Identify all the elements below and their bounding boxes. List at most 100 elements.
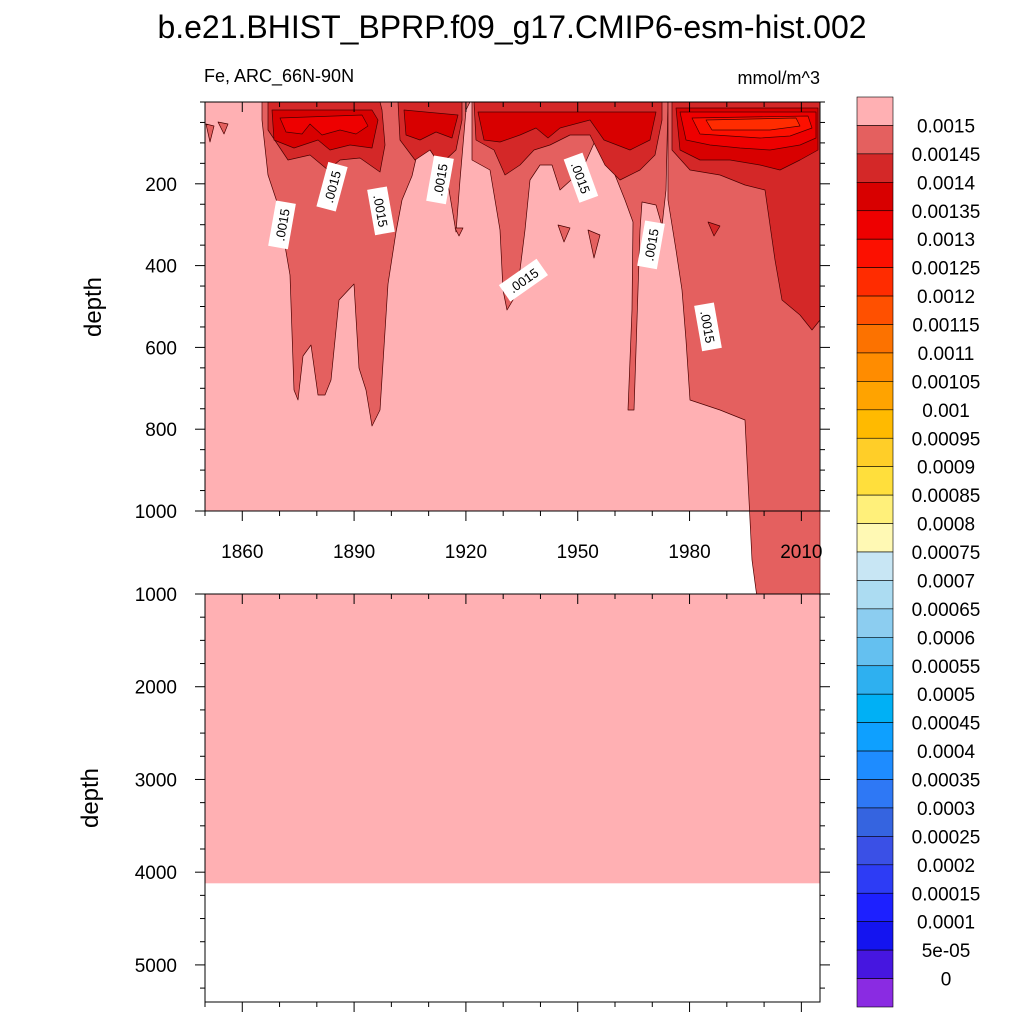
colorbar-box [856,437,894,467]
bot-ytick-label: 4000 [135,863,177,884]
top-xtick-label: 1920 [445,542,487,563]
bot-ytick-label: 3000 [135,770,177,791]
colorbar-box [856,494,894,524]
contour-band-17 [217,121,229,135]
colorbar-box [856,750,894,780]
top-xtick-label: 1950 [557,542,599,563]
colorbar-label: 0.00075 [912,543,981,564]
colorbar-box [856,96,894,126]
colorbar-label: 0.0005 [917,685,975,706]
contour-band-21 [707,221,721,237]
contour-label-text: .0015 [272,208,292,243]
contour-label-box [637,220,665,270]
contour-band-12 [279,114,369,136]
colorbar-label: 0.00065 [912,600,981,621]
contour-label-text: .0015 [430,163,450,198]
colorbar-label: 0.00125 [912,259,981,280]
chart-title: b.e21.BHIST_BPRP.f09_g17.CMIP6-esm-hist.… [157,9,866,45]
colorbar-label: 0.0008 [917,515,975,536]
colorbar-box [856,807,894,837]
colorbar-box [856,295,894,325]
colorbar: 0.0015 0.00145 0.0014 0.00135 0.0013 0.00125 0… [856,96,981,1008]
top-ytick-label: 800 [145,420,177,441]
colorbar-label: 0.00135 [912,202,981,223]
contour-label-box [316,161,348,212]
colorbar-box [856,523,894,553]
contour-label-text: .0015 [370,194,390,229]
contour-label-text: .0015 [697,310,717,345]
contour-label: .0015 [637,220,665,270]
colorbar-label: 0.0007 [917,571,975,592]
colorbar-label: 0.0011 [918,344,975,365]
colorbar-label: 0.0004 [917,742,976,763]
colorbar-box [856,665,894,695]
bot-ytick-label: 1000 [135,585,177,606]
top-xtick-label: 1890 [333,542,375,563]
colorbar-label: 0.00025 [912,827,981,848]
contour-label: .0015 [426,155,454,205]
contour-label-box [694,302,722,352]
contour-band-9 [403,109,459,141]
colorbar-label: 0.0012 [917,287,975,308]
contour-label-text: .0015 [641,228,661,263]
contour-label-box [563,152,599,203]
colorbar-box [856,238,894,268]
colorbar-label: 0.00115 [912,316,979,337]
contour-label: .0015 [268,200,296,250]
colorbar-box [856,949,894,979]
top-xtick-label: 1980 [668,542,710,563]
bottom-panel: 1000 2000 3000 4000 5000 depth [77,585,830,1012]
contour-label-box [367,186,395,236]
contour-band-10 [477,111,657,151]
colorbar-box [856,637,894,667]
colorbar-label: 0.00095 [912,429,981,450]
colorbar-label: 0.0014 [917,173,976,194]
contour-band-15 [705,117,801,131]
colorbar-label: 5e-05 [922,941,971,962]
colorbar-label: 0.001 [922,401,970,422]
colorbar-label: 0.00105 [912,372,981,393]
colorbar-box [856,210,894,240]
top-ytick-label: 400 [145,257,177,278]
bottom-panel-fill [205,594,820,884]
contour-band-16 [205,123,215,143]
colorbar-box [856,779,894,809]
colorbar-label: 0.0003 [917,799,975,820]
bottom-panel-ylabel: depth [77,768,104,828]
variable-label: Fe, ARC_66N-90N [204,66,354,87]
colorbar-label: 0.0006 [917,628,975,649]
colorbar-label: 0.00055 [912,657,981,678]
colorbar-box [856,580,894,610]
contour-label: .0015 [367,186,395,236]
colorbar-box [856,693,894,723]
colorbar-box [856,324,894,354]
colorbar-box [856,892,894,922]
colorbar-box [856,836,894,866]
contour-band-1 [261,101,471,427]
colorbar-box [856,352,894,382]
top-ytick-label: 200 [145,175,177,196]
top-ytick-label: 600 [145,338,177,359]
colorbar-box [856,551,894,581]
colorbar-box [856,978,894,1008]
colorbar-label: 0.00045 [912,714,981,735]
contour-band-19 [557,224,571,243]
top-panel-ticks: 1860 1890 1920 1950 1980 2010 200 400 600 800 1000 [135,101,830,563]
top-panel: .0015.0015.0015.0015.0015.0015.0015.0015… [80,101,830,819]
colorbar-label: 0.0013 [917,230,975,251]
colorbar-label: 0.0015 [917,116,975,137]
colorbar-label: 0.00015 [912,884,981,905]
top-xtick-label: 2010 [780,542,822,563]
colorbar-label: 0.00145 [912,145,981,166]
bot-ytick-label: 5000 [135,956,177,977]
contour-band-20 [587,229,601,259]
units-label: mmol/m^3 [738,68,820,88]
colorbar-box [856,182,894,212]
contour-band-18 [454,227,464,237]
top-ytick-label: 1000 [135,502,177,523]
colorbar-box [856,381,894,411]
colorbar-label: 0.00035 [912,771,981,792]
contour-line-labels: .0015.0015.0015.0015.0015.0015.0015.0015 [268,152,722,352]
contour-label: .0015 [694,302,722,352]
colorbar-box [856,466,894,496]
